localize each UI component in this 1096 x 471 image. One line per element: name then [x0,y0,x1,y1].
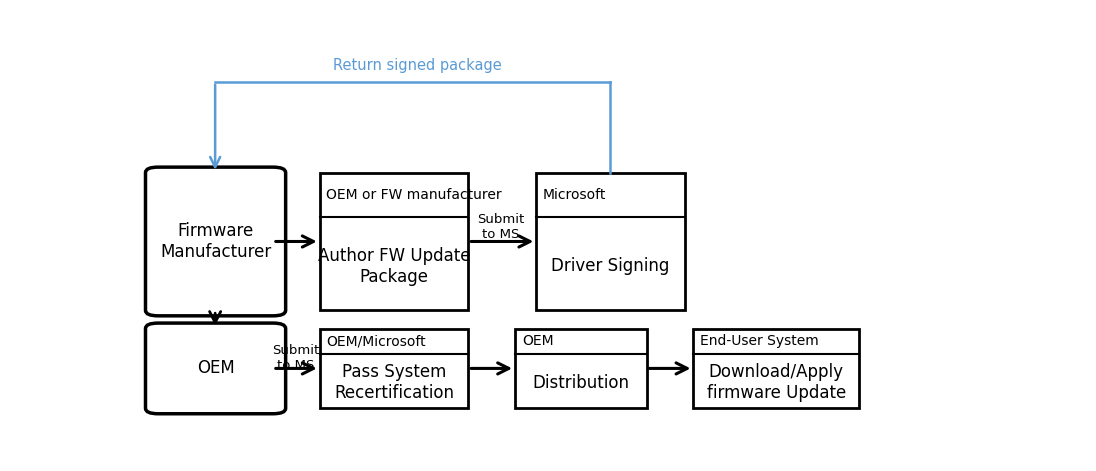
Bar [536,172,685,310]
Text: Return signed package: Return signed package [333,58,502,73]
Text: OEM: OEM [522,334,553,348]
Bar [515,329,647,408]
FancyBboxPatch shape [146,323,286,414]
Text: Pass System
Recertification: Pass System Recertification [334,364,454,402]
Text: Author FW Update
Package: Author FW Update Package [318,247,470,286]
Text: Submit
to MS: Submit to MS [272,343,319,372]
Bar [320,172,468,310]
Text: Microsoft: Microsoft [543,187,606,202]
Text: OEM: OEM [196,359,235,377]
Text: Download/Apply
firmware Update: Download/Apply firmware Update [707,364,846,402]
Text: Firmware
Manufacturer: Firmware Manufacturer [160,222,271,261]
FancyBboxPatch shape [146,167,286,316]
Text: Submit
to MS: Submit to MS [477,213,524,241]
Text: Driver Signing: Driver Signing [551,257,670,275]
Bar [694,329,859,408]
Text: OEM or FW manufacturer: OEM or FW manufacturer [327,187,502,202]
Text: End-User System: End-User System [700,334,819,348]
Text: Distribution: Distribution [533,374,629,392]
Text: OEM/Microsoft: OEM/Microsoft [327,334,426,348]
Bar [320,329,468,408]
